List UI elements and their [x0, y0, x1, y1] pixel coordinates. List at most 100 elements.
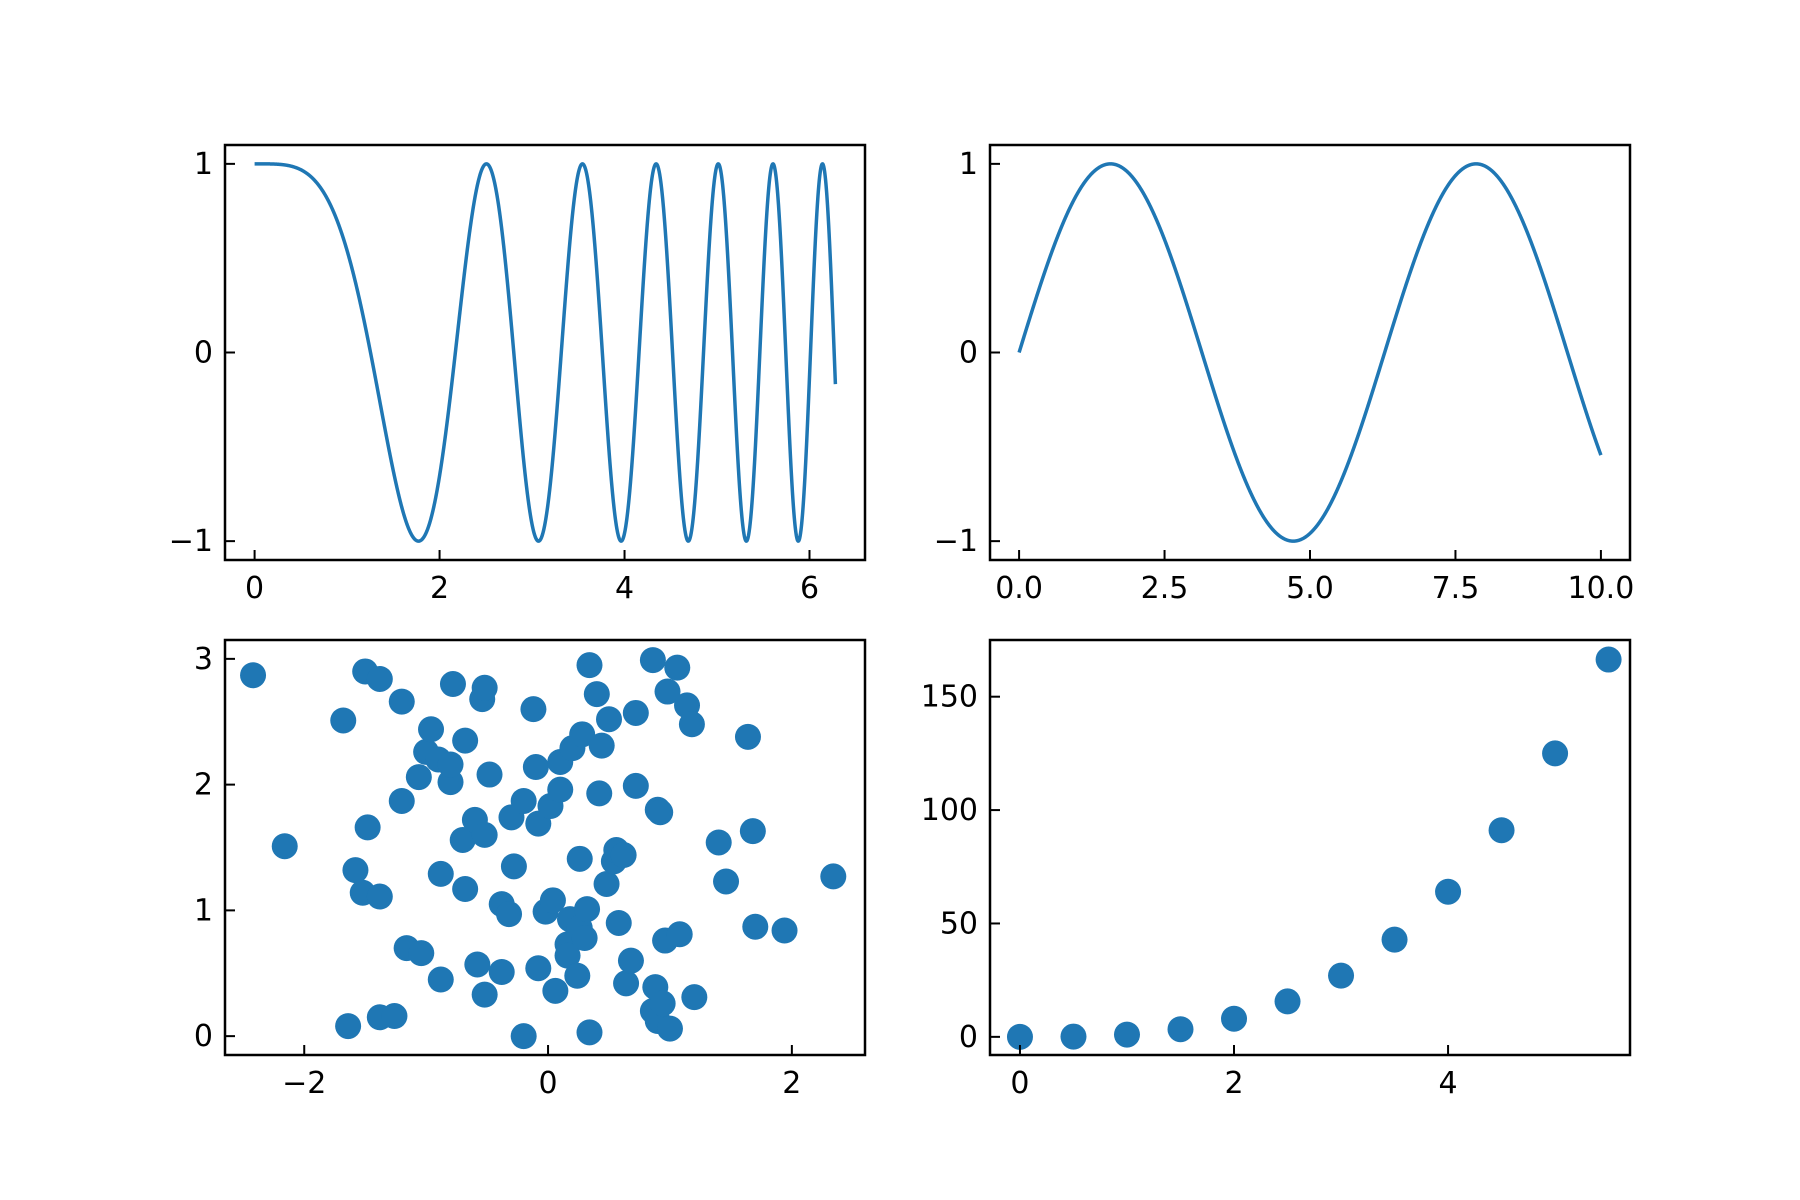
- scatter-point: [271, 833, 298, 860]
- scatter-point: [388, 787, 415, 814]
- scatter-point: [335, 1013, 362, 1040]
- scatter-point: [739, 818, 766, 845]
- x-tick-label: 6: [800, 571, 819, 606]
- y-tick-label: 0: [959, 336, 978, 371]
- subplot-3: −2 0 2 0 1 2 3: [194, 638, 867, 1101]
- scatter-point: [437, 751, 464, 778]
- scatter-point: [622, 772, 649, 799]
- scatter-point: [588, 732, 615, 759]
- scatter-point: [1328, 962, 1355, 989]
- scatter-point: [586, 780, 613, 807]
- scatter-point: [566, 845, 593, 872]
- x-tick-label: 0: [1010, 1066, 1029, 1101]
- scatter-point: [488, 959, 515, 985]
- series-line: [253, 162, 838, 543]
- scatter-point: [605, 909, 632, 936]
- scatter-point: [742, 913, 769, 940]
- scatter-point: [408, 940, 435, 967]
- scatter-point: [366, 665, 393, 692]
- scatter-point: [496, 901, 523, 928]
- y-tick-label: −1: [934, 524, 978, 559]
- y-tick-label: 1: [194, 893, 213, 928]
- scatter-point: [1435, 878, 1462, 905]
- scatter-point: [547, 776, 574, 803]
- scatter-point: [617, 947, 644, 974]
- scatter-point: [500, 853, 527, 880]
- scatter-point: [574, 896, 601, 923]
- scatter-point: [510, 787, 537, 814]
- y-tick-label: 0: [959, 1020, 978, 1055]
- scatter-point: [418, 716, 445, 743]
- scatter-point: [681, 984, 708, 1011]
- scatter-point: [1488, 817, 1515, 844]
- scatter-point: [554, 942, 581, 969]
- y-tick-label: 0: [194, 336, 213, 371]
- scatter-point: [1113, 1021, 1140, 1048]
- scatter-point: [610, 842, 637, 869]
- scatter-point: [427, 860, 454, 887]
- scatter-point: [1221, 1005, 1248, 1032]
- scatter-point: [525, 955, 552, 982]
- scatter-point: [647, 799, 674, 826]
- scatter-point: [342, 857, 369, 884]
- scatter-point: [476, 761, 503, 788]
- scatter-point: [471, 674, 498, 701]
- scatter-point: [656, 1015, 683, 1042]
- scatter-point: [622, 699, 649, 726]
- x-tick-label: 7.5: [1432, 571, 1480, 606]
- scatter-point: [366, 883, 393, 910]
- scatter-point: [583, 681, 610, 708]
- scatter-point: [405, 764, 432, 791]
- scatter-point: [439, 671, 466, 698]
- scatter-point: [576, 1019, 603, 1046]
- y-tick-label: 2: [194, 768, 213, 803]
- x-tick-label: 4: [1439, 1066, 1458, 1101]
- scatter-point: [639, 647, 666, 674]
- scatter-point: [471, 981, 498, 1008]
- scatter-point: [1006, 1023, 1033, 1050]
- scatter-point: [576, 652, 603, 679]
- x-tick-label: 2: [782, 1066, 801, 1101]
- scatter-point: [381, 1003, 408, 1030]
- scatter-point: [1274, 988, 1301, 1015]
- scatter-point: [542, 977, 569, 1004]
- x-tick-label: 2: [430, 571, 449, 606]
- scatter-point: [820, 863, 847, 890]
- scatter-point: [1595, 646, 1622, 673]
- scatter-point: [734, 723, 761, 750]
- axes-frame: [988, 638, 1632, 1057]
- x-tick-label: −2: [282, 1066, 326, 1101]
- scatter-point: [564, 962, 591, 989]
- scatter-point: [705, 829, 732, 856]
- series-line: [1017, 162, 1603, 543]
- scatter-point: [452, 876, 479, 902]
- scatter-point: [354, 814, 381, 841]
- scatter-point: [464, 951, 491, 978]
- plot-area: [1017, 162, 1603, 543]
- scatter-point: [593, 870, 620, 897]
- plot-area: [253, 162, 838, 543]
- scatter-point: [520, 696, 547, 723]
- x-tick-label: 5.0: [1286, 571, 1334, 606]
- scatter-point: [330, 707, 357, 734]
- scatter-point: [664, 654, 691, 681]
- y-tick-label: 50: [940, 906, 978, 941]
- x-tick-label: 0.0: [995, 571, 1043, 606]
- axes-frame: [223, 638, 867, 1057]
- scatter-point: [452, 727, 479, 754]
- scatter-point: [649, 990, 676, 1017]
- scatter-point: [613, 970, 640, 997]
- scatter-point: [596, 706, 622, 733]
- subplot-4: 0 2 4 0 50 100 150: [921, 638, 1632, 1101]
- y-tick-label: −1: [169, 524, 213, 559]
- subplot-2: 0.0 2.5 5.0 7.5 10.0 −1 0 1: [934, 143, 1634, 606]
- scatter-point: [388, 688, 415, 715]
- scatter-point: [571, 925, 598, 952]
- scatter-point: [240, 662, 267, 689]
- y-tick-label: 150: [921, 680, 978, 715]
- y-tick-label: 0: [194, 1019, 213, 1054]
- x-tick-label: 0: [539, 1066, 558, 1101]
- scatter-point: [1542, 740, 1569, 767]
